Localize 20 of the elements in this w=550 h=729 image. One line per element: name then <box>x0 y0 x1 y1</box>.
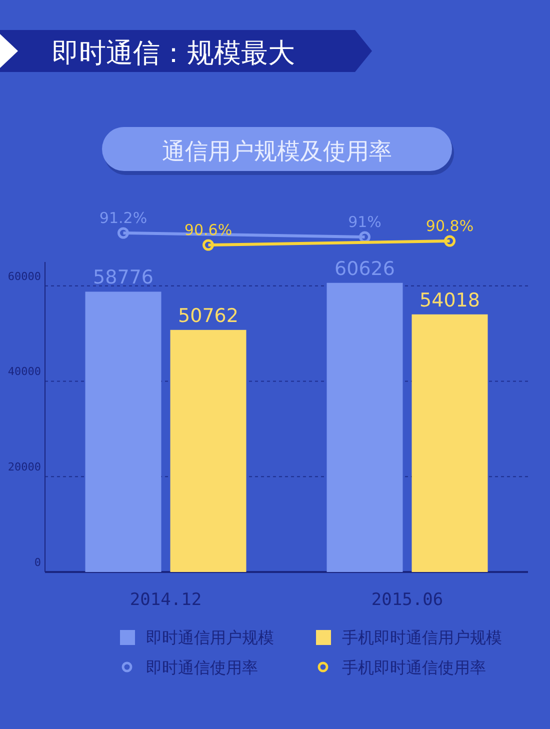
data-label: 58776 <box>93 266 154 289</box>
data-label: 90.8% <box>426 217 474 235</box>
legend-label: 手机即时通信使用率 <box>342 658 486 677</box>
data-label: 91% <box>348 213 382 231</box>
data-label: 60626 <box>334 258 395 280</box>
data-label: 54018 <box>420 289 480 312</box>
data-label: 91.2% <box>99 209 148 227</box>
y-tick-label: 60000 <box>8 270 41 283</box>
y-tick-label: 20000 <box>8 460 41 474</box>
y-tick-label: 0 <box>34 556 41 569</box>
data-label: 50762 <box>178 304 238 327</box>
y-tick-label: 40000 <box>8 365 41 378</box>
legend-label: 即时通信用户规模 <box>146 628 274 647</box>
chart-subtitle: 通信用户规模及使用率 <box>162 139 392 165</box>
x-tick-label: 2014.12 <box>130 590 202 610</box>
chart-title: 即时通信：规模最大 <box>52 38 295 69</box>
legend-label: 即时通信使用率 <box>146 658 258 677</box>
legend-label: 手机即时通信用户规模 <box>342 628 502 647</box>
x-tick-label: 2015.06 <box>371 590 444 610</box>
data-label: 90.6% <box>184 221 232 239</box>
